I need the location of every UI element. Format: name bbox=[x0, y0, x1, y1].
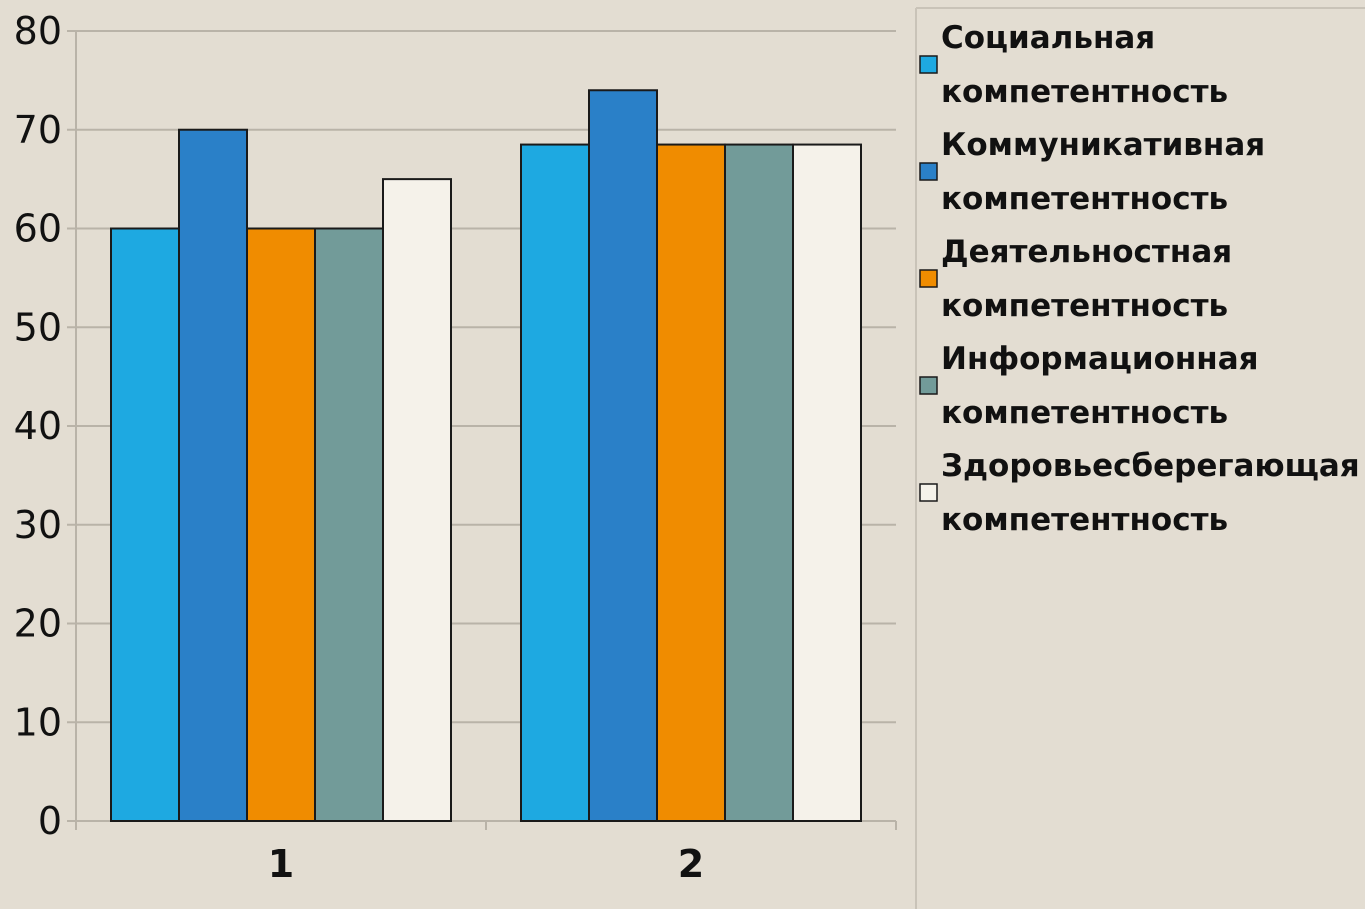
bar bbox=[382, 178, 452, 822]
legend-label: компетентность bbox=[941, 395, 1228, 431]
legend-label: компетентность bbox=[941, 181, 1228, 217]
bar bbox=[520, 143, 590, 822]
legend-label: Здоровьесберегающая bbox=[941, 448, 1360, 484]
legend-label: компетентность bbox=[941, 288, 1228, 324]
legend-swatch bbox=[919, 376, 938, 395]
legend-swatch bbox=[919, 269, 938, 288]
y-tick-label: 10 bbox=[14, 700, 62, 744]
legend-swatch bbox=[919, 483, 938, 502]
y-tick-label: 70 bbox=[14, 108, 62, 152]
y-tick-label: 80 bbox=[14, 9, 62, 53]
bar bbox=[110, 227, 180, 822]
y-tick-label: 50 bbox=[14, 305, 62, 349]
legend-label: компетентность bbox=[941, 502, 1228, 538]
bar bbox=[178, 128, 248, 822]
bar bbox=[724, 143, 794, 822]
y-tick-label: 30 bbox=[14, 503, 62, 547]
y-tick-label: 60 bbox=[14, 207, 62, 251]
legend-label: Деятельностная bbox=[941, 234, 1232, 270]
tick-labels: 0 10 20 30 40 50 60 70 80 1 2 bbox=[14, 9, 705, 886]
bar bbox=[588, 89, 658, 822]
bar bbox=[792, 143, 862, 822]
legend-label: Коммуникативная bbox=[941, 127, 1265, 163]
y-tick-label: 40 bbox=[14, 404, 62, 448]
y-tick-label: 20 bbox=[14, 602, 62, 646]
x-tick-label: 2 bbox=[678, 842, 704, 886]
legend-swatch bbox=[919, 162, 938, 181]
legend-label: Социальная bbox=[941, 20, 1155, 56]
y-tick-label: 0 bbox=[38, 799, 62, 843]
legend-label: компетентность bbox=[941, 74, 1228, 110]
bar bbox=[656, 143, 726, 822]
x-tick-label: 1 bbox=[268, 842, 294, 886]
bar bbox=[246, 227, 316, 822]
legend-swatch bbox=[919, 55, 938, 74]
legend-label: Информационная bbox=[941, 341, 1259, 377]
bar bbox=[314, 227, 384, 822]
legend: Социальная компетентность Коммуникативная к… bbox=[915, 7, 1365, 909]
bars bbox=[110, 89, 862, 822]
